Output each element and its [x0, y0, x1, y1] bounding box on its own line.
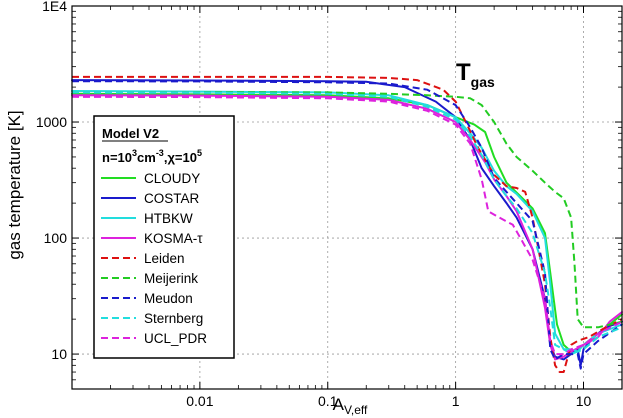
series-line-htbkw: [71, 90, 623, 356]
x-axis-title-sub: V,eff: [344, 403, 368, 417]
x-axis-title-main: A: [333, 395, 345, 414]
x-tick-label: 1: [452, 393, 460, 409]
legend-subtitle-chi: ,χ=10: [164, 150, 197, 165]
plot-frame: [71, 5, 623, 390]
series-layer: [71, 75, 623, 373]
x-tick-label: 0.1: [318, 393, 338, 409]
legend-subtitle-unit-exp: -3: [156, 148, 164, 158]
legend-subtitle-unit: cm: [137, 150, 156, 165]
tgas-annotation-sub: gas: [471, 74, 495, 90]
legend-subtitle-n: n=10: [102, 150, 132, 165]
legend-subtitle: n=103cm-3,χ=105: [102, 148, 202, 165]
series-line-meijerink: [72, 91, 623, 329]
axis-ticks: 0.01 0.1 1 10 10 100 1000 1E4: [36, 0, 623, 409]
legend-label: COSTAR: [144, 191, 200, 206]
y-tick-label: 1000: [36, 114, 67, 130]
legend-label: Meudon: [144, 291, 193, 306]
legend-label: HTBKW: [144, 211, 193, 226]
series-line-sternberg: [71, 91, 623, 353]
legend-label: Leiden: [144, 251, 185, 266]
legend-label: UCL_PDR: [144, 331, 207, 346]
series-line-meudon: [71, 80, 623, 370]
legend-subtitle-n-exp: 3: [132, 148, 137, 158]
tgas-annotation-main: T: [456, 59, 471, 86]
y-axis-title: gas temperature [K]: [5, 110, 24, 259]
series-line-ucl-pdr: [71, 95, 623, 356]
legend-title: Model V2: [102, 126, 159, 141]
legend-subtitle-chi-exp: 5: [197, 148, 202, 158]
y-tick-label: 100: [44, 230, 68, 246]
series-line-costar: [71, 79, 623, 367]
y-tick-label: 10: [51, 346, 67, 362]
legend-label: Sternberg: [144, 311, 203, 326]
legend-label: Meijerink: [144, 271, 198, 286]
legend-label: CLOUDY: [144, 171, 200, 186]
series-line-leiden: [72, 75, 623, 373]
legend-items: CLOUDY COSTAR HTBKW KOSMA-τ Leiden Meijerink M…: [101, 171, 207, 346]
tgas-annotation: Tgas: [456, 59, 495, 90]
x-axis-title: AV,eff: [333, 395, 368, 417]
x-tick-label: 10: [576, 393, 592, 409]
x-tick-label: 0.01: [186, 393, 213, 409]
y-tick-label: 1E4: [42, 0, 67, 14]
legend: Model V2 n=103cm-3,χ=105 CLOUDY COSTAR HTB…: [93, 115, 235, 359]
legend-label: KOSMA-τ: [144, 231, 203, 246]
